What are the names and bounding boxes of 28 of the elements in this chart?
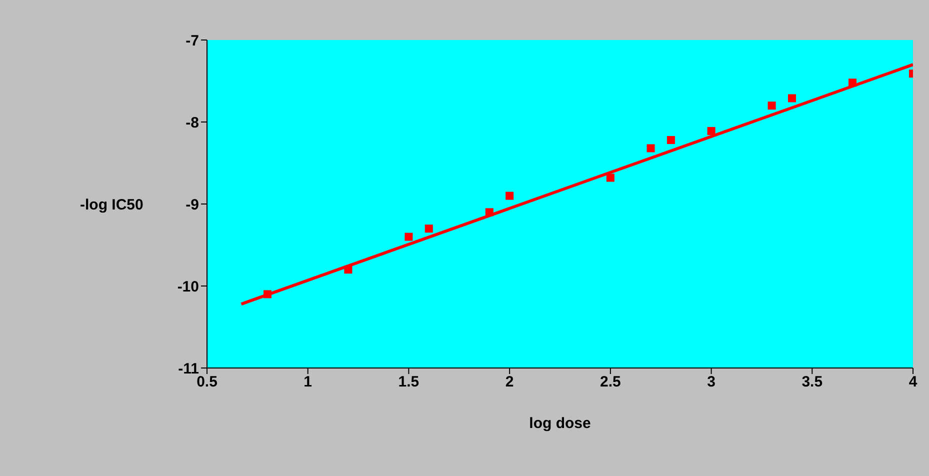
point xyxy=(485,208,494,216)
y-tick-label: -7 xyxy=(186,32,199,50)
x-axis-title: log dose xyxy=(529,415,591,432)
point xyxy=(707,127,716,136)
x-tick-label: 3 xyxy=(707,374,716,391)
point xyxy=(344,266,352,274)
point xyxy=(768,102,776,110)
point xyxy=(788,94,796,102)
point xyxy=(404,232,413,241)
point xyxy=(646,144,655,152)
point xyxy=(666,136,675,144)
x-tick-label: 1.5 xyxy=(398,374,420,391)
point xyxy=(506,192,514,200)
point xyxy=(424,224,433,233)
y-axis-title: -log IC50 xyxy=(80,196,144,214)
y-tick-label: -9 xyxy=(186,196,199,214)
x-tick-label: 3.5 xyxy=(802,374,823,391)
y-tick-label: -11 xyxy=(178,360,199,378)
x-tick-label: 0.5 xyxy=(196,374,218,391)
y-tick-label: -10 xyxy=(177,278,199,296)
x-tick-label: 4 xyxy=(908,374,918,391)
x-tick-label: 2.5 xyxy=(600,374,621,391)
point xyxy=(606,174,614,182)
x-tick-label: 2 xyxy=(505,374,514,391)
y-tick-label: -8 xyxy=(186,114,199,132)
point xyxy=(264,290,272,298)
x-tick-label: 1 xyxy=(304,374,312,391)
point xyxy=(848,78,856,87)
